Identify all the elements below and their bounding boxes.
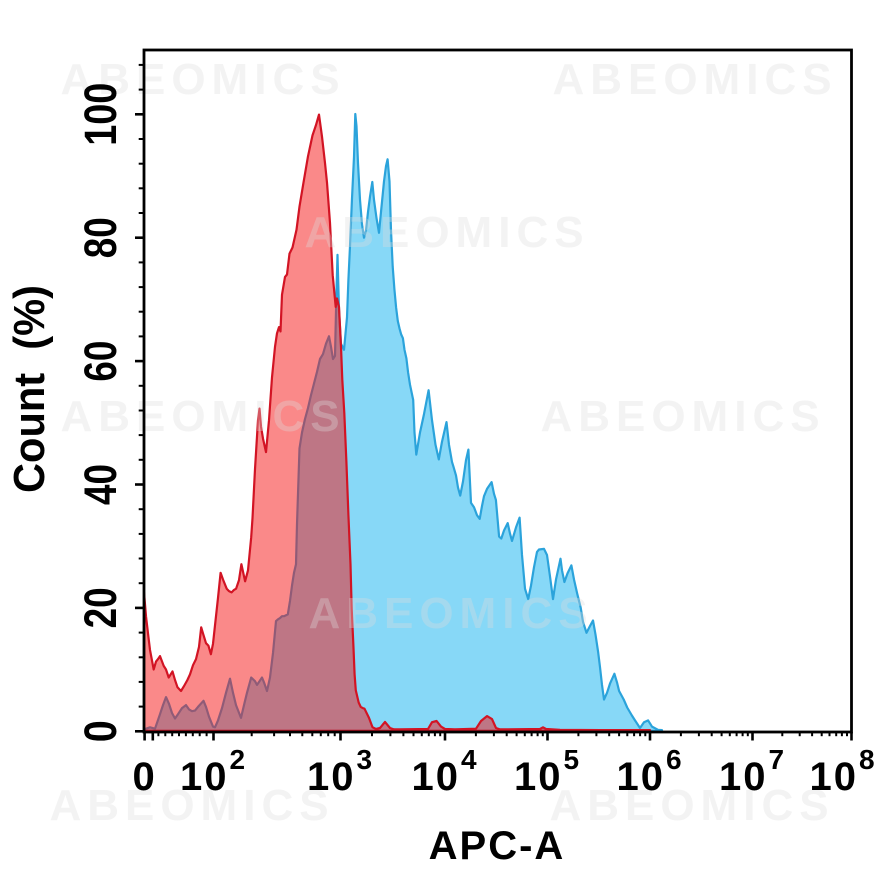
svg-text:0: 0 xyxy=(75,720,126,742)
svg-text:ABEOMICS: ABEOMICS xyxy=(49,781,334,830)
svg-text:80: 80 xyxy=(75,217,126,258)
svg-text:Count (%): Count (%) xyxy=(5,285,54,493)
svg-text:40: 40 xyxy=(75,464,126,505)
svg-text:ABEOMICS: ABEOMICS xyxy=(308,589,593,638)
svg-text:ABEOMICS: ABEOMICS xyxy=(552,55,837,104)
svg-text:60: 60 xyxy=(75,341,126,382)
svg-text:ABEOMICS: ABEOMICS xyxy=(549,781,834,830)
svg-text:100: 100 xyxy=(75,83,126,146)
svg-text:ABEOMICS: ABEOMICS xyxy=(304,208,589,257)
svg-text:ABEOMICS: ABEOMICS xyxy=(540,392,825,441)
svg-text:20: 20 xyxy=(75,587,126,628)
svg-text:ABEOMICS: ABEOMICS xyxy=(60,392,345,441)
svg-text:0: 0 xyxy=(132,755,154,799)
svg-text:APC-A: APC-A xyxy=(429,824,566,868)
svg-text:ABEOMICS: ABEOMICS xyxy=(60,55,345,104)
